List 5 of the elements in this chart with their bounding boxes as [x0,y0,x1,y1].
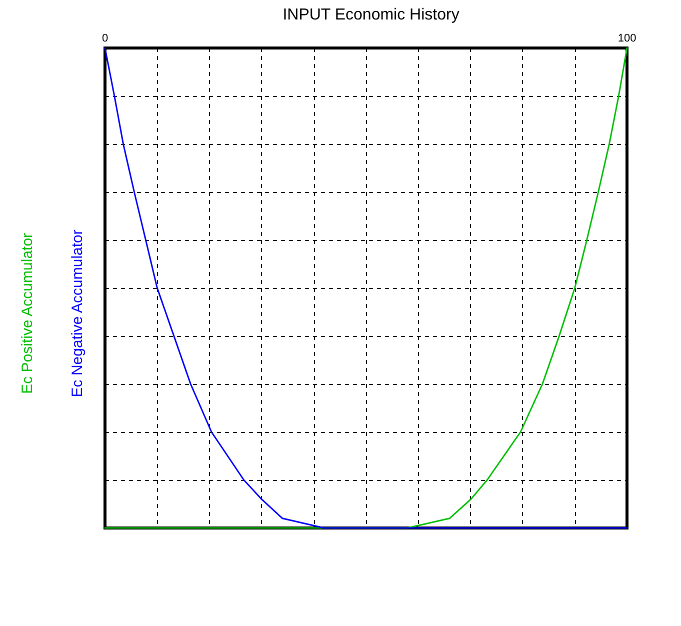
text: Ec Positive Accumulator [19,232,36,394]
chart-title: INPUT Economic History [282,6,460,24]
x-tick-label: 0 [102,32,108,44]
text: Ec Negative Accumulator [69,230,86,398]
x-tick-label: 100 [618,32,636,44]
